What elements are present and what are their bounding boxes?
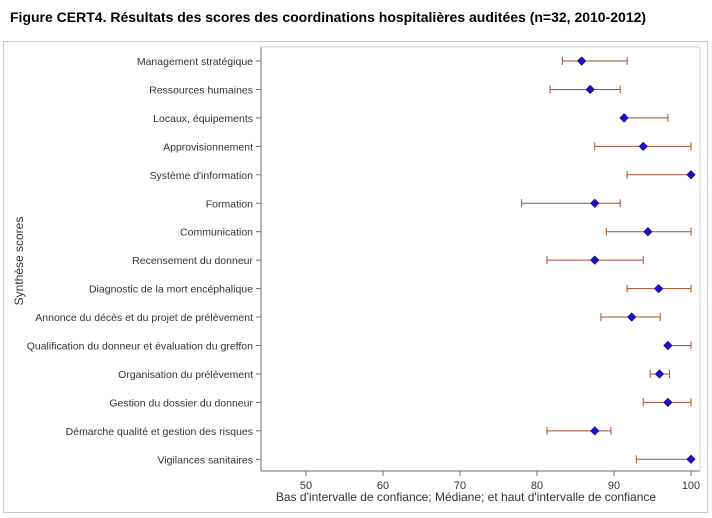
x-axis: 50 60 70 80 90 100 <box>300 471 700 492</box>
median-marker <box>643 227 653 237</box>
median-marker <box>663 397 673 408</box>
category-label: Approvisionnement <box>163 141 253 153</box>
interval-group <box>626 170 696 180</box>
interval-group <box>663 340 692 351</box>
interval-group <box>549 84 621 95</box>
median-marker <box>619 113 629 123</box>
chart-frame <box>3 41 708 513</box>
category-label: Gestion du dossier du donneur <box>109 397 253 409</box>
category-label: Recensement du donneur <box>132 255 253 267</box>
median-marker <box>627 312 637 322</box>
median-marker <box>577 56 587 66</box>
interval-group <box>605 227 692 237</box>
category-label: Démarche qualité et gestion des risques <box>66 426 253 438</box>
category-label: Ressources humaines <box>149 84 253 96</box>
median-marker <box>654 283 664 294</box>
x-tick-label: 80 <box>531 480 543 492</box>
median-marker <box>686 170 696 180</box>
category-label: Communication <box>180 227 253 239</box>
plot-area <box>260 46 701 472</box>
figure-title: Figure CERT4. Résultats des scores des c… <box>10 9 647 25</box>
interval-group <box>521 198 621 208</box>
category-label: Diagnostic de la mort encéphalique <box>89 284 253 296</box>
x-axis-label: Bas d'intervalle de confiance; Médiane; … <box>276 490 656 504</box>
median-marker <box>686 454 696 464</box>
median-marker <box>654 369 665 379</box>
category-label: Qualification du donneur et évaluation d… <box>27 341 253 353</box>
category-label: Management stratégique <box>137 56 253 68</box>
median-marker <box>585 84 595 95</box>
category-label: Vigilances sanitaires <box>157 454 253 466</box>
series-marks <box>521 56 696 464</box>
y-axis: Management stratégique Ressources humaine… <box>27 56 261 466</box>
median-marker <box>638 141 648 151</box>
interval-group <box>561 56 628 66</box>
x-tick-label: 60 <box>377 480 389 492</box>
median-marker <box>663 340 673 351</box>
category-label: Organisation du prélèvement <box>118 369 253 381</box>
category-label: Locaux, équipements <box>153 113 253 125</box>
interval-group <box>626 283 692 294</box>
interval-group <box>635 454 696 464</box>
x-tick-label: 70 <box>454 480 466 492</box>
median-marker <box>590 255 600 265</box>
x-tick-label: 90 <box>608 480 620 492</box>
median-marker <box>590 426 600 436</box>
interval-group <box>546 255 644 265</box>
x-tick-label: 50 <box>300 480 312 492</box>
category-label: Annonce du décès et du projet de prélève… <box>35 312 253 324</box>
interval-group <box>642 397 692 408</box>
x-tick-label: 100 <box>682 480 700 492</box>
interval-group <box>594 141 692 151</box>
y-axis-label: Synthèse scores <box>12 217 26 306</box>
category-label: Système d'information <box>149 170 253 182</box>
category-label: Formation <box>206 198 253 210</box>
median-marker <box>590 198 600 208</box>
interval-group <box>546 426 612 436</box>
interval-group <box>649 369 670 379</box>
interval-group <box>619 113 669 123</box>
interval-group <box>600 312 661 322</box>
